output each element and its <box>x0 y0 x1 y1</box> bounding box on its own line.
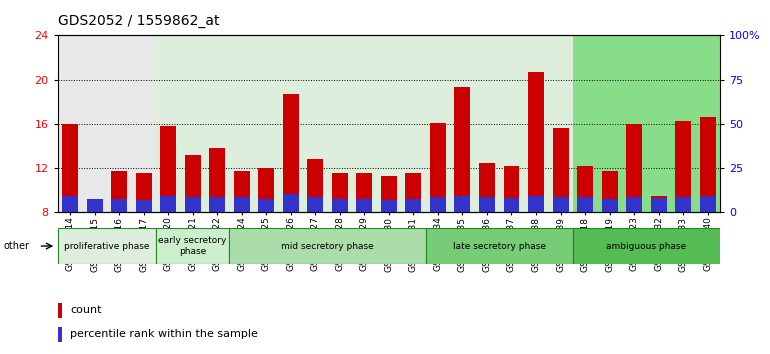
Bar <box>479 198 495 212</box>
Bar <box>553 128 568 212</box>
Bar <box>651 196 667 212</box>
Bar <box>474 35 499 212</box>
Bar <box>229 35 254 212</box>
Bar <box>405 199 421 212</box>
Bar <box>357 199 373 212</box>
Bar <box>573 35 598 212</box>
Bar <box>553 198 568 212</box>
Bar <box>111 199 127 212</box>
Bar <box>229 228 426 264</box>
Bar <box>283 194 299 212</box>
Bar <box>601 171 618 212</box>
Bar <box>332 199 348 212</box>
Bar <box>234 171 249 212</box>
Text: GDS2052 / 1559862_at: GDS2052 / 1559862_at <box>58 14 219 28</box>
Bar <box>209 198 225 212</box>
Bar <box>258 199 274 212</box>
Bar <box>430 123 446 212</box>
Bar <box>626 124 642 212</box>
Bar <box>107 35 132 212</box>
Bar <box>651 198 667 212</box>
Text: mid secretory phase: mid secretory phase <box>281 241 374 251</box>
Bar <box>58 35 82 212</box>
Text: count: count <box>71 306 102 315</box>
Bar <box>185 155 201 212</box>
Bar <box>62 196 78 212</box>
Bar <box>479 162 495 212</box>
Bar <box>626 198 642 212</box>
Bar <box>430 198 446 212</box>
Bar <box>577 166 593 212</box>
Bar <box>499 35 524 212</box>
Bar <box>86 204 102 212</box>
Bar <box>695 35 720 212</box>
Text: early secretory
phase: early secretory phase <box>159 236 227 256</box>
Text: other: other <box>4 241 30 251</box>
Bar <box>454 87 470 212</box>
Bar <box>185 198 201 212</box>
Bar <box>622 35 646 212</box>
Bar <box>675 198 691 212</box>
Bar <box>381 200 397 212</box>
Bar <box>504 166 520 212</box>
Bar <box>357 172 373 212</box>
Bar <box>209 148 225 212</box>
Bar <box>283 94 299 212</box>
Text: late secretory phase: late secretory phase <box>453 241 546 251</box>
Bar <box>132 35 156 212</box>
Bar <box>180 35 205 212</box>
Bar <box>700 117 715 212</box>
Bar <box>646 35 671 212</box>
Bar <box>454 195 470 212</box>
Bar <box>58 228 156 264</box>
Bar <box>601 199 618 212</box>
Bar <box>426 35 450 212</box>
Bar <box>136 200 152 212</box>
Bar <box>450 35 474 212</box>
Bar <box>205 35 229 212</box>
Text: proliferative phase: proliferative phase <box>64 241 149 251</box>
Bar <box>234 198 249 212</box>
Bar <box>377 35 401 212</box>
Bar <box>156 228 229 264</box>
Bar <box>504 198 520 212</box>
Bar <box>58 303 62 318</box>
Bar <box>405 172 421 212</box>
Bar <box>160 195 176 212</box>
Bar <box>401 35 426 212</box>
Bar <box>156 35 180 212</box>
Bar <box>279 35 303 212</box>
Bar <box>307 198 323 212</box>
Bar <box>381 176 397 212</box>
Bar <box>671 35 695 212</box>
Text: ambiguous phase: ambiguous phase <box>606 241 686 251</box>
Bar <box>573 228 720 264</box>
Bar <box>303 35 327 212</box>
Bar <box>136 172 152 212</box>
Bar <box>82 35 107 212</box>
Text: percentile rank within the sample: percentile rank within the sample <box>71 330 258 339</box>
Bar <box>675 121 691 212</box>
Bar <box>548 35 573 212</box>
Bar <box>254 35 279 212</box>
Bar <box>86 199 102 212</box>
Bar <box>524 35 548 212</box>
Bar <box>111 171 127 212</box>
Bar <box>598 35 622 212</box>
Bar <box>327 35 352 212</box>
Bar <box>700 195 715 212</box>
Bar <box>160 126 176 212</box>
Bar <box>352 35 377 212</box>
Bar <box>332 172 348 212</box>
Bar <box>577 198 593 212</box>
Bar <box>58 327 62 342</box>
Bar <box>258 168 274 212</box>
Bar <box>307 159 323 212</box>
Bar <box>62 124 78 212</box>
Bar <box>426 228 573 264</box>
Bar <box>528 195 544 212</box>
Bar <box>528 72 544 212</box>
